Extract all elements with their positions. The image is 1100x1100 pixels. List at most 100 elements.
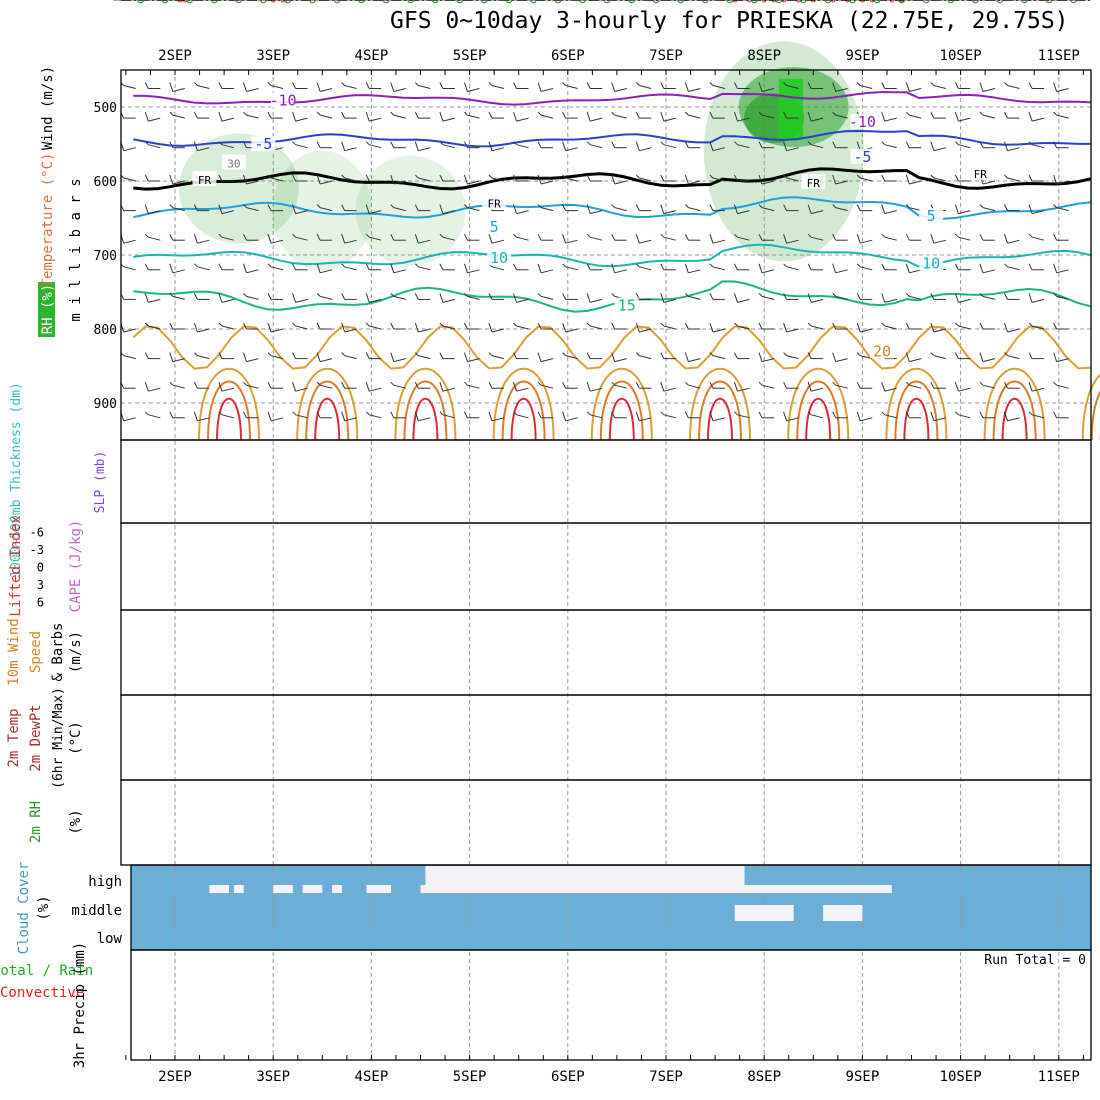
cape-tick-label: 1.04	[88, 0, 117, 3]
isotherm-label: -10	[849, 113, 876, 131]
isotherm-loop	[992, 380, 1037, 441]
cape-marker	[182, 0, 188, 3]
isotherm-label: -5	[853, 148, 871, 166]
wind-barb	[565, 417, 578, 422]
wind-barb	[243, 411, 247, 419]
precip-tick-label: 0.8	[105, 0, 127, 3]
wind-barb	[860, 239, 873, 244]
wind-barb	[267, 263, 272, 268]
wind-barb	[709, 263, 714, 268]
wind-barb	[712, 239, 726, 244]
top-day-label: 5SEP	[453, 48, 487, 64]
wind-barb	[1007, 266, 1020, 271]
wind-barb	[393, 384, 406, 389]
wind-barb	[958, 298, 971, 303]
wind-barb	[688, 180, 701, 185]
precip-total-label: Total / Rain	[0, 963, 93, 979]
wind-barb	[1031, 325, 1045, 330]
wind-barb	[393, 295, 406, 300]
wind-barb	[1056, 384, 1069, 389]
wind-barb	[439, 174, 444, 182]
wind-barb	[341, 174, 346, 179]
temp-tick-label: 24	[103, 0, 117, 3]
wind-barb	[341, 263, 346, 268]
wind-barb	[832, 141, 837, 148]
isotherm-label-bg	[850, 148, 875, 164]
isotherm-label-bg	[487, 250, 512, 266]
top-day-label: 8SEP	[747, 48, 781, 64]
wind-barb	[270, 239, 284, 244]
wind-barb	[270, 85, 284, 89]
rh-contour-area	[778, 78, 803, 139]
wind-barb	[733, 204, 738, 214]
wind-barb	[467, 358, 480, 363]
wind-barb	[1053, 204, 1057, 208]
wind-barb	[1028, 141, 1033, 146]
wind-barb	[221, 236, 235, 241]
wind-barb	[221, 325, 235, 330]
wind-barb	[464, 293, 468, 297]
wind-barb	[734, 263, 738, 271]
cloud-cell	[273, 885, 293, 893]
wind-barb	[733, 111, 738, 122]
slp-tick-label: 1012	[88, 0, 117, 3]
rh2m-axis-label: 2m RH	[28, 801, 44, 843]
wind-barb	[954, 82, 959, 89]
bottom-day-label: 8SEP	[747, 1069, 781, 1085]
wind-barb	[316, 381, 321, 386]
wind-barb	[856, 263, 861, 268]
wind-barb	[565, 147, 578, 152]
wind-barb	[537, 263, 542, 273]
wind-barb	[365, 141, 370, 146]
wind-barb	[467, 114, 480, 119]
temp-tick-label: 8	[110, 0, 117, 3]
wind-barb	[881, 82, 886, 89]
wind-barb	[786, 355, 799, 360]
wind-barb	[172, 384, 185, 389]
isotherm-loop	[510, 397, 537, 441]
wind10-unit-label: (m/s)	[68, 631, 84, 673]
wind-barb	[246, 384, 259, 389]
wind-barb	[169, 111, 174, 116]
wind-barb	[835, 269, 848, 274]
rh2m-marker	[235, 0, 243, 4]
wind-barb	[414, 234, 419, 244]
bottom-day-label: 2SEP	[158, 1069, 192, 1085]
wind-barb	[516, 144, 529, 149]
wind-barb	[979, 141, 984, 148]
wind-barb	[586, 352, 591, 359]
isotherm-loop	[983, 367, 1046, 441]
isotherm-loop	[698, 380, 743, 441]
rh2m-marker	[824, 0, 832, 4]
thickness-tick-label: 573	[44, 0, 66, 3]
wind-barb	[856, 82, 861, 86]
wind-barb	[344, 85, 357, 89]
cloud-row-label: middle	[71, 903, 122, 919]
wind-barb	[292, 411, 296, 416]
wind-barb	[488, 322, 493, 333]
wind-barb	[513, 233, 517, 238]
wind-barb	[488, 174, 493, 179]
wind-barb	[786, 266, 799, 271]
isotherm-line	[133, 167, 1092, 191]
wind-barb	[442, 210, 455, 215]
cloud-cell	[366, 885, 392, 893]
cape-marker	[899, 0, 905, 3]
isotherm-loop	[805, 397, 832, 441]
isotherm-loop	[394, 367, 457, 441]
cloud-cell	[233, 885, 244, 893]
thickness-tick-label: 579	[44, 0, 66, 3]
wind-barb	[292, 141, 296, 146]
wind-barb	[709, 381, 714, 389]
isotherm-label-bg	[850, 114, 875, 130]
bottom-day-label: 6SEP	[551, 1069, 585, 1085]
lifted-tick-label: 6	[37, 595, 44, 609]
wind-barb	[954, 382, 959, 392]
cape-marker	[746, 0, 752, 3]
wind-barb	[513, 263, 517, 271]
wind-barb	[709, 352, 714, 356]
wind-barb	[491, 355, 505, 360]
wind-barb	[1004, 234, 1008, 244]
wind-barb	[488, 234, 493, 244]
wind-barb	[1028, 82, 1033, 89]
